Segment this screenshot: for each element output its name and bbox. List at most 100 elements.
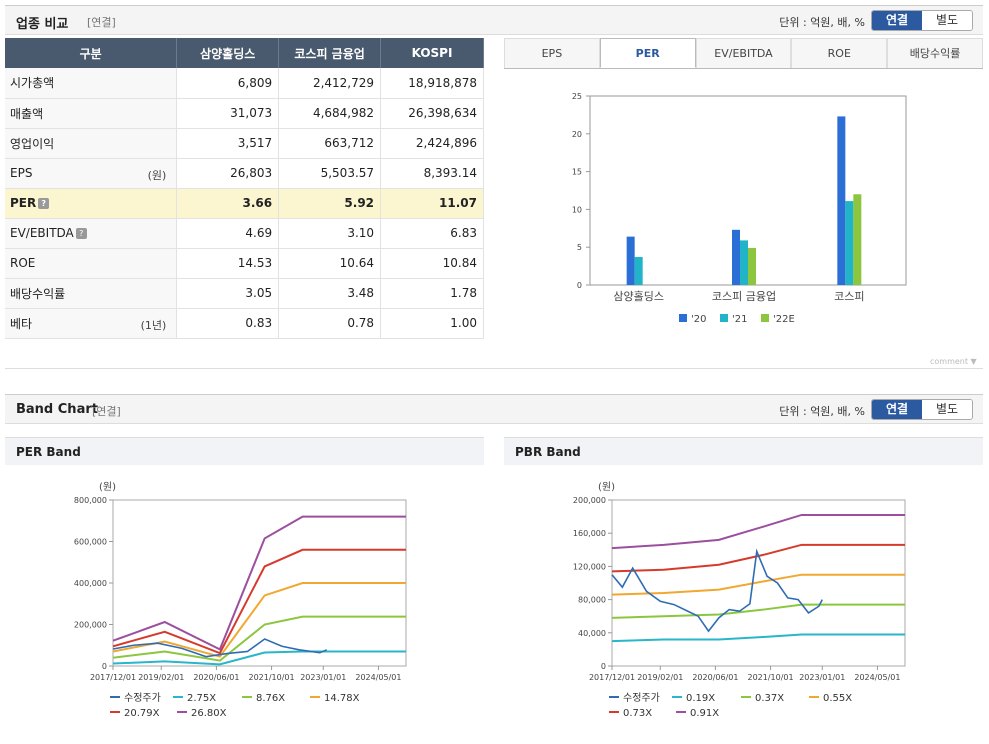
table-row: EV/EBITDA? 4.69 3.10 6.83 (5, 218, 484, 249)
band-line (611, 633, 905, 643)
value-cell: 0.83 (176, 308, 280, 339)
legend-label: 8.76X (256, 693, 285, 704)
comment-toggle[interactable]: comment ▼ (930, 357, 977, 366)
x-tick-label: 2020/06/01 (692, 673, 738, 682)
col-header: 구분 (5, 38, 178, 68)
table-row: 베타 (1년) 0.83 0.78 1.00 (5, 308, 484, 339)
row-unit: (1년) (140, 318, 167, 332)
y-tick-label: 25 (572, 92, 582, 101)
value-cell: 3.66 (176, 188, 280, 219)
toggle-consolidated[interactable]: 연결 (872, 400, 922, 419)
y-unit-label: (원) (598, 481, 615, 493)
row-label: 배당수익률 (10, 286, 66, 301)
table-row: PER? 3.66 5.92 11.07 (5, 188, 484, 219)
help-icon[interactable]: ? (75, 228, 87, 239)
unit-label: 단위 : 억원, 배, % (779, 405, 865, 418)
section-sub: [연결] (92, 405, 121, 418)
x-tick-label: 2023/01/01 (300, 673, 346, 682)
row-label-cell: EV/EBITDA? (5, 218, 178, 249)
row-label-cell: ROE (5, 248, 178, 279)
legend-label: 0.91X (690, 708, 719, 719)
help-icon[interactable]: ? (38, 198, 50, 209)
row-label-cell: 매출액 (5, 98, 178, 129)
tab-roe[interactable]: ROE (791, 38, 888, 68)
value-cell: 26,398,634 (380, 98, 484, 129)
toggle-separate[interactable]: 별도 (922, 11, 972, 30)
tab-ev-ebitda[interactable]: EV/EBITDA (695, 38, 792, 68)
bar (626, 236, 635, 285)
legend-label: 0.55X (823, 693, 852, 704)
value-cell: 3.48 (278, 278, 382, 309)
bar (634, 257, 643, 285)
consolidation-toggle: 연결 별도 (871, 399, 973, 420)
band-line (112, 650, 406, 666)
x-tick-label: 2024/05/01 (355, 673, 401, 682)
value-cell: 10.84 (380, 248, 484, 279)
value-cell: 26,803 (176, 158, 280, 189)
legend-label: '22E (773, 314, 795, 325)
value-cell: 663,712 (278, 128, 382, 159)
band-line (112, 548, 406, 655)
row-label: 시가총액 (10, 76, 55, 91)
y-tick-label: 160,000 (573, 529, 606, 538)
row-label-cell: 시가총액 (5, 68, 178, 99)
row-label: ROE (10, 256, 36, 270)
table-row: 매출액 31,073 4,684,982 26,398,634 (5, 98, 484, 129)
value-cell: 8,393.14 (380, 158, 484, 189)
comparison-table: 구분 삼양홀딩스 코스피 금융업 KOSPI 시가총액 6,809 2,412,72… (5, 38, 484, 339)
toggle-consolidated[interactable]: 연결 (872, 11, 922, 30)
row-label-cell: PER? (5, 188, 178, 219)
bar (845, 201, 854, 285)
row-label-cell: 배당수익률 (5, 278, 178, 309)
table-header-row: 구분 삼양홀딩스 코스피 금융업 KOSPI (5, 38, 484, 68)
value-cell: 0.78 (278, 308, 382, 339)
x-category-label: 삼양홀딩스 (613, 290, 664, 303)
legend-label: 20.79X (124, 708, 160, 719)
value-cell: 1.78 (380, 278, 484, 309)
legend-label: 수정주가 (124, 692, 161, 704)
x-tick-label: 2017/12/01 (90, 673, 136, 682)
bar (740, 240, 748, 285)
value-cell: 10.64 (278, 248, 382, 279)
per-band-chart: (원) 0 200,000 400,000 600,000 800,000 2017/12/… (74, 481, 407, 719)
y-tick-label: 600,000 (74, 538, 107, 547)
industry-compare-header: 업종 비교 [연결] 단위 : 억원, 배, % 연결 별도 (5, 5, 983, 35)
value-cell: 31,073 (176, 98, 280, 129)
legend-label: 14.78X (324, 693, 360, 704)
y-tick-label: 20 (572, 130, 582, 139)
y-unit-label: (원) (99, 481, 116, 493)
section-title: 업종 비교 (16, 17, 69, 32)
price-line (112, 638, 328, 658)
legend-label: '20 (691, 314, 706, 325)
y-tick-label: 400,000 (74, 579, 107, 588)
y-tick-label: 40,000 (578, 629, 606, 638)
band-line (112, 615, 406, 662)
row-label: EV/EBITDA (10, 226, 74, 240)
y-tick-label: 0 (577, 281, 582, 290)
row-label: 영업이익 (10, 136, 55, 151)
table-row: 영업이익 3,517 663,712 2,424,896 (5, 128, 484, 159)
x-tick-label: 2021/10/01 (748, 673, 794, 682)
bar (748, 247, 756, 285)
toggle-separate[interactable]: 별도 (922, 400, 972, 419)
x-category-label: 코스피 (834, 290, 864, 303)
value-cell: 2,424,896 (380, 128, 484, 159)
pbr-band-chart: (원) 0 40,000 80,000 120,000 160,000 200,000 201… (573, 481, 906, 719)
row-label-cell: 베타 (1년) (5, 308, 178, 339)
tab--[interactable]: 배당수익률 (887, 38, 983, 68)
table-row: 배당수익률 3.05 3.48 1.78 (5, 278, 484, 309)
col-header: KOSPI (380, 38, 484, 68)
row-label-cell: 영업이익 (5, 128, 178, 159)
y-tick-label: 800,000 (74, 496, 107, 505)
tab-eps[interactable]: EPS (504, 38, 600, 68)
value-cell: 5,503.57 (278, 158, 382, 189)
legend-label: 0.73X (623, 708, 652, 719)
bar (837, 116, 846, 285)
x-tick-label: 2017/12/01 (589, 673, 635, 682)
y-tick-label: 200,000 (74, 621, 107, 630)
value-cell: 11.07 (380, 188, 484, 219)
section-title: Band Chart (16, 402, 98, 417)
legend-label: '21 (732, 314, 747, 325)
tab-per[interactable]: PER (599, 38, 696, 68)
row-label: 매출액 (10, 106, 44, 121)
